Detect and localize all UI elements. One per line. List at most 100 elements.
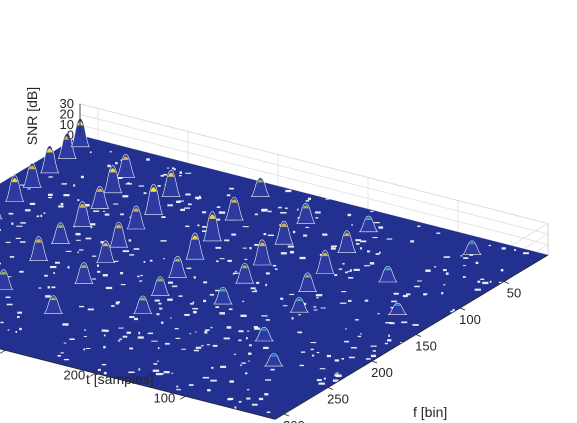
noise-speckle [174,327,179,330]
noise-speckle [151,340,158,342]
peak-highlight [102,242,109,247]
z-tick-label: 10 [60,117,74,132]
noise-speckle [193,310,197,314]
noise-speckle [285,207,288,209]
noise-speckle [19,270,24,273]
noise-speckle [384,342,388,345]
noise-speckle [369,262,375,265]
noise-speckle [249,247,252,250]
noise-speckle [388,334,390,337]
noise-speckle [40,214,43,218]
noise-speckle [254,289,257,291]
noise-speckle [318,382,325,385]
peak-highlight [35,238,42,243]
noise-speckle [163,173,167,176]
noise-speckle [311,354,315,357]
peak-body [40,145,60,174]
noise-speckle [218,211,226,214]
noise-speckle [344,340,350,343]
noise-speckle [244,372,248,375]
noise-speckle [501,247,506,250]
noise-speckle [115,302,120,305]
noise-speckle [265,272,270,275]
noise-speckle [97,270,101,273]
noise-speckle [261,208,268,211]
noise-speckle [11,222,14,225]
noise-speckle [270,368,275,371]
noise-speckle [219,258,225,260]
x-tick-mark [503,281,510,284]
noise-speckle [155,372,163,376]
peak-body [57,133,77,159]
noise-speckle [463,257,469,260]
noise-speckle [202,376,210,379]
noise-speckle [216,218,221,221]
noise-speckle [223,337,230,340]
x-tick-label: 200 [371,365,393,380]
noise-speckle [313,309,318,311]
peak-body [296,203,316,224]
noise-speckle [345,328,347,330]
noise-speckle [460,255,463,257]
snr-peak [358,215,379,233]
noise-speckle [89,223,96,226]
noise-speckle [178,174,182,177]
noise-speckle [85,237,92,240]
noise-speckle [47,193,53,196]
noise-speckle [189,333,192,335]
y-tick-mark [89,372,96,377]
noise-speckle [78,249,84,251]
noise-speckle [330,245,337,248]
peak-body [161,169,181,197]
noise-speckle [0,228,1,231]
noise-speckle [305,226,310,228]
noise-speckle [60,202,64,206]
noise-speckle [310,348,314,351]
noise-speckle [211,366,214,369]
x-axis-line [274,254,549,420]
noise-speckle [319,368,326,370]
noise-speckle [488,244,491,247]
peak-highlight [343,232,350,237]
noise-speckle [48,196,53,199]
noise-speckle [209,293,215,296]
peak-body [250,177,271,197]
noise-speckle [73,184,76,187]
noise-speckle [220,365,227,368]
noise-speckle [348,299,352,302]
noise-speckle [128,371,135,374]
noise-speckle [104,329,109,332]
noise-speckle [265,283,268,287]
noise-speckle [44,274,48,277]
noise-speckle [188,384,194,386]
snr-peak [161,169,181,197]
peak-highlight [304,274,311,278]
peak-highlight [296,298,303,302]
noise-speckle [370,345,377,347]
noise-speckle [282,305,288,307]
snr-peak [289,297,310,313]
snr-peak [224,196,244,221]
noise-speckle [146,158,150,161]
noise-speckle [134,317,138,321]
noise-speckle [290,250,295,254]
noise-speckle [143,260,146,263]
noise-speckle [175,337,181,339]
noise-speckle [102,274,108,277]
peak-highlight [280,223,288,227]
noise-speckle [445,272,449,275]
peak-body [50,222,71,244]
noise-speckle [63,194,70,197]
noise-speckle [156,360,160,362]
noise-speckle [101,363,107,366]
x-tick-label: 250 [327,392,349,407]
noise-speckle [115,162,118,165]
noise-speckle [77,199,80,202]
noise-speckle [203,281,208,284]
noise-speckle [75,232,81,236]
noise-speckle [364,299,369,302]
peak-highlight [150,187,157,192]
noise-speckle [417,280,422,282]
peak-highlight [270,354,277,357]
snr-peak [150,276,170,296]
